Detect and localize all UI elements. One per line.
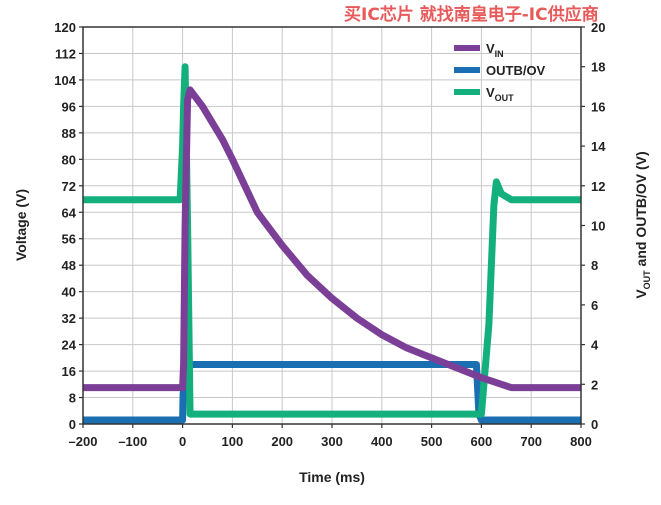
y-right-tick-label: 10 bbox=[591, 219, 605, 234]
x-tick-label: 600 bbox=[471, 434, 493, 449]
y-right-label-sub: OUT bbox=[642, 270, 652, 290]
legend-label-outb: OUTB/OV bbox=[486, 63, 546, 78]
x-tick-label: 800 bbox=[570, 434, 592, 449]
watermark-text: 买IC芯片 就找南皇电子-IC供应商 bbox=[344, 4, 599, 25]
legend: VIN OUTB/OV VOUT bbox=[454, 41, 546, 103]
y-left-tick-label: 112 bbox=[55, 46, 76, 61]
x-tick-label: 0 bbox=[179, 434, 186, 449]
y-left-tick-label: 32 bbox=[62, 311, 76, 326]
x-tick-label: –100 bbox=[118, 434, 147, 449]
y-right-tick-label: 20 bbox=[591, 20, 605, 35]
y-left-axis-ticks: 0 8 16 24 32 40 48 56 64 72 80 88 96 104 112 120 bbox=[54, 20, 83, 432]
y-left-tick-label: 104 bbox=[54, 73, 76, 88]
y-left-tick-label: 56 bbox=[62, 232, 76, 247]
series-line-vin bbox=[83, 86, 581, 392]
x-tick-label: 400 bbox=[371, 434, 393, 449]
y-right-tick-label: 4 bbox=[591, 338, 599, 353]
x-axis-label: Time (ms) bbox=[299, 469, 365, 485]
y-left-tick-label: 48 bbox=[62, 258, 76, 273]
y-right-tick-label: 6 bbox=[591, 298, 598, 313]
x-tick-label: 200 bbox=[271, 434, 293, 449]
x-tick-label: –200 bbox=[69, 434, 98, 449]
x-tick-label: 700 bbox=[520, 434, 542, 449]
series-line-vout bbox=[83, 63, 581, 418]
y-left-tick-label: 40 bbox=[62, 285, 76, 300]
y-right-tick-label: 2 bbox=[591, 377, 598, 392]
y-left-tick-label: 16 bbox=[62, 364, 76, 379]
y-left-tick-label: 96 bbox=[62, 99, 76, 114]
y-right-tick-label: 16 bbox=[591, 99, 605, 114]
y-right-tick-label: 18 bbox=[591, 60, 605, 75]
x-tick-label: 500 bbox=[421, 434, 443, 449]
x-axis-ticks: –200 –100 0 100 200 300 400 500 600 700 800 bbox=[69, 424, 592, 449]
x-tick-label: 100 bbox=[222, 434, 244, 449]
y-left-tick-label: 80 bbox=[62, 152, 76, 167]
legend-label-vin: VIN bbox=[486, 41, 504, 59]
y-left-tick-label: 72 bbox=[62, 179, 76, 194]
y-left-tick-label: 64 bbox=[62, 205, 77, 220]
series-lines bbox=[83, 63, 581, 424]
y-right-label-main: V bbox=[633, 289, 649, 299]
y-left-tick-label: 88 bbox=[62, 126, 76, 141]
y-right-tick-label: 8 bbox=[591, 258, 598, 273]
legend-label-vout: VOUT bbox=[486, 85, 514, 103]
y-left-tick-label: 24 bbox=[62, 338, 77, 353]
y-left-tick-label: 0 bbox=[69, 417, 76, 432]
y-right-axis-ticks: 0 2 4 6 8 10 12 14 16 18 20 bbox=[581, 20, 606, 432]
y-right-tick-label: 14 bbox=[591, 139, 606, 154]
y-left-tick-label: 120 bbox=[54, 20, 76, 35]
y-right-tick-label: 0 bbox=[591, 417, 598, 432]
y-left-axis-label: Voltage (V) bbox=[13, 189, 29, 261]
y-right-tick-label: 12 bbox=[591, 179, 605, 194]
y-right-axis-label: VOUT and OUTB/OV (V) bbox=[633, 151, 652, 298]
y-left-tick-label: 8 bbox=[69, 391, 76, 406]
y-right-label-rest: and OUTB/OV (V) bbox=[633, 151, 649, 270]
x-tick-label: 300 bbox=[321, 434, 343, 449]
